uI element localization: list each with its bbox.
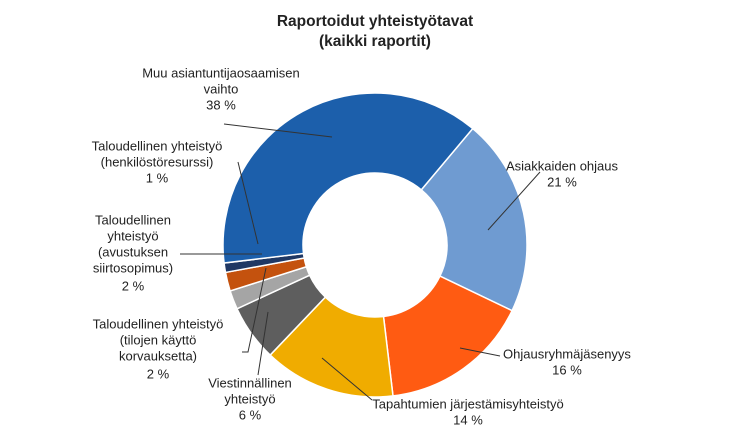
slice-label: yhteistyö xyxy=(107,228,158,243)
slice-label: Tapahtumien järjestämisyhteistyö xyxy=(372,396,563,411)
slice-label: Taloudellinen yhteistyö xyxy=(93,316,224,331)
value-label: 14 % xyxy=(453,412,483,427)
slice-label: yhteistyö xyxy=(224,391,275,406)
value-label: 1 % xyxy=(146,170,169,185)
chart-subtitle: (kaikki raportit) xyxy=(319,33,431,50)
leader-line xyxy=(242,267,267,353)
leader-line xyxy=(223,123,333,138)
value-label: 16 % xyxy=(552,362,582,377)
value-label: 2 % xyxy=(122,278,145,293)
leader-line xyxy=(257,311,269,376)
donut-slice xyxy=(269,296,394,398)
leader-line xyxy=(237,161,259,245)
slice-label: Taloudellinen xyxy=(95,212,171,227)
donut-slice xyxy=(420,127,528,312)
slice-label: korvauksetta) xyxy=(119,348,197,363)
slice-label: siirtosopimus) xyxy=(93,260,173,275)
chart-title: Raportoidut yhteistyötavat xyxy=(277,13,473,30)
slice-label: (henkilöstöresurssi) xyxy=(101,154,214,169)
leader-line xyxy=(321,357,373,401)
slice-label: Ohjausryhmäjäsenyys xyxy=(503,346,631,361)
slice-label: Asiakkaiden ohjaus xyxy=(506,158,619,173)
slice-label: vaihto xyxy=(204,81,239,96)
slice-label: Viestinnällinen xyxy=(208,375,292,390)
slice-label: (avustuksen xyxy=(98,244,168,259)
leader-line xyxy=(487,171,541,231)
donut-slice xyxy=(222,92,474,264)
slice-label: Taloudellinen yhteistyö xyxy=(92,138,223,153)
value-label: 21 % xyxy=(547,174,577,189)
leader-line xyxy=(459,347,501,357)
value-label: 38 % xyxy=(206,97,236,112)
value-label: 2 % xyxy=(147,366,170,381)
value-label: 6 % xyxy=(239,407,262,422)
slice-label: (tilojen käyttö xyxy=(120,332,197,347)
slice-label: Muu asiantuntijaosaamisen xyxy=(142,65,300,80)
